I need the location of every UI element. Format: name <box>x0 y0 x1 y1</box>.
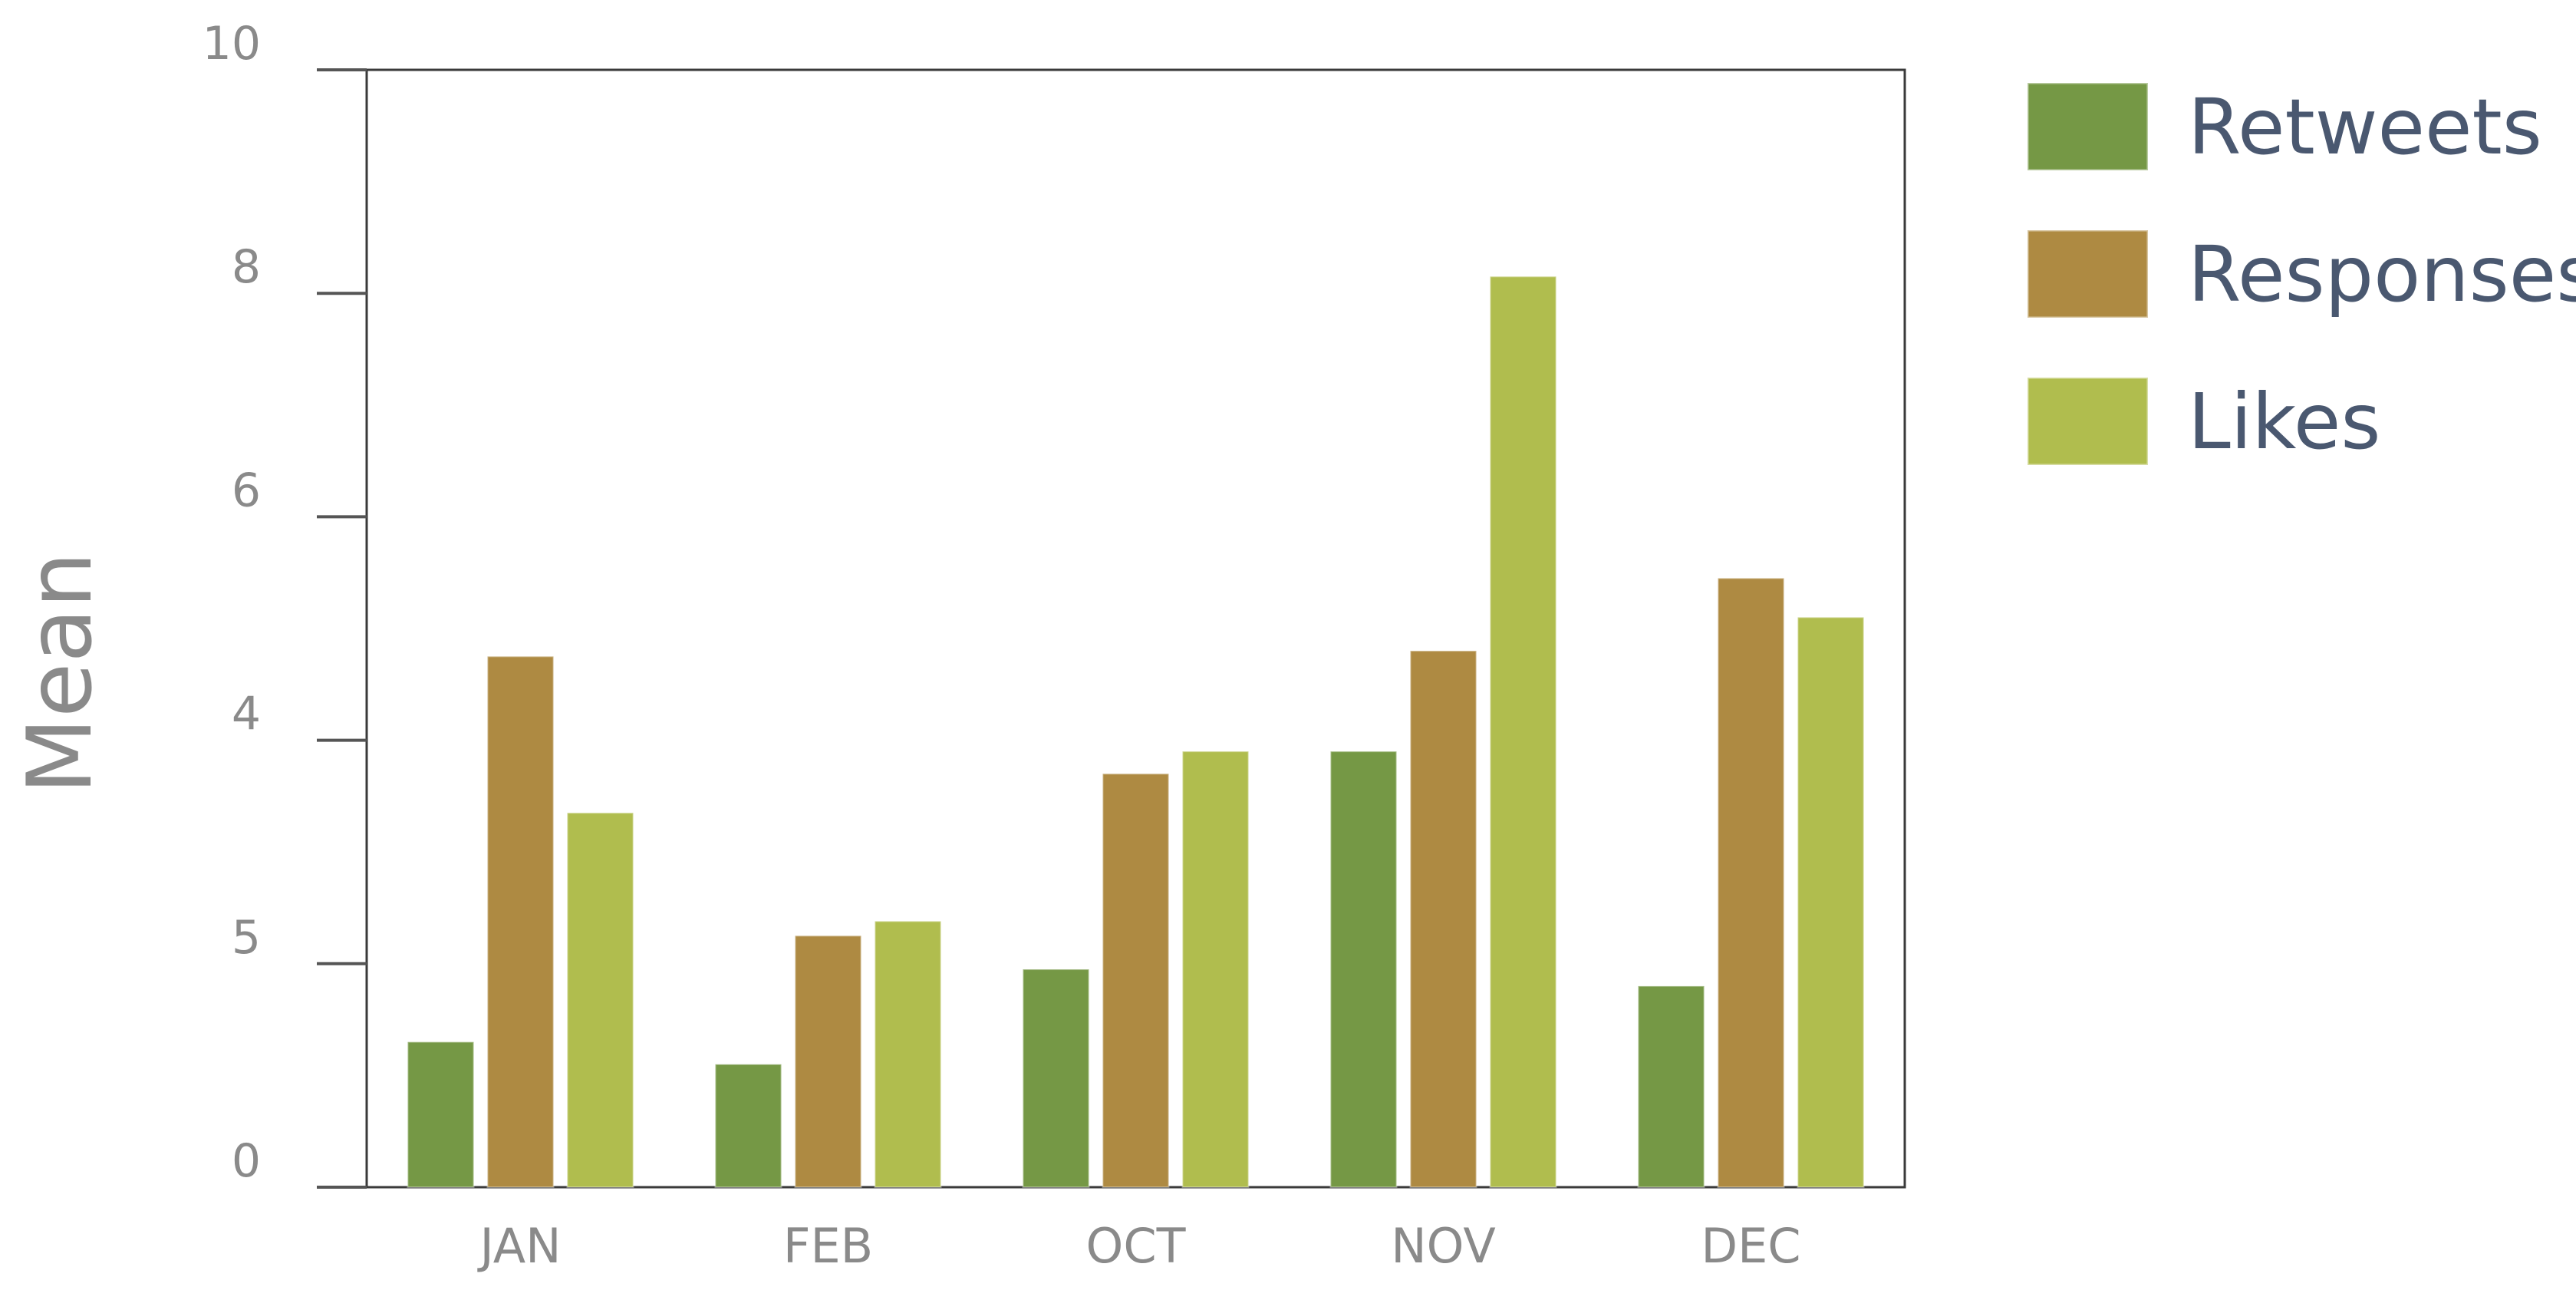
y-tick-label: 10 <box>203 17 261 71</box>
bar-retweets-nov <box>1329 751 1398 1188</box>
y-tick-label: 4 <box>232 688 261 741</box>
bar-likes-oct <box>1181 751 1250 1188</box>
legend-label-responses: Responses <box>2188 229 2576 319</box>
y-tick-label: 0 <box>232 1134 261 1188</box>
bar-likes-feb <box>874 920 942 1189</box>
x-axis: JAN FEB OCT NOV DEC <box>477 1218 1801 1274</box>
bar-likes-nov <box>1489 276 1557 1188</box>
legend-label-retweets: Retweets <box>2188 82 2542 172</box>
bar-likes-jan <box>566 812 634 1188</box>
legend-swatch-retweets <box>2026 81 2149 172</box>
x-tick-label: OCT <box>1086 1218 1187 1274</box>
y-tick-label: 6 <box>232 464 261 517</box>
y-axis: 0 5 4 6 8 10 <box>203 17 367 1189</box>
y-axis-label: Mean <box>8 552 112 794</box>
bar-retweets-dec <box>1637 985 1705 1189</box>
bar-responses-dec <box>1717 577 1785 1188</box>
y-tick-label: 8 <box>232 240 261 294</box>
x-tick-label: FEB <box>783 1218 873 1274</box>
bar-retweets-oct <box>1022 968 1090 1188</box>
x-tick-label: JAN <box>477 1218 562 1274</box>
legend-swatch-likes <box>2026 376 2149 467</box>
x-tick-label: DEC <box>1701 1218 1800 1274</box>
y-tick-label: 5 <box>232 911 261 965</box>
bar-responses-jan <box>486 655 555 1188</box>
bar-responses-nov <box>1409 650 1477 1188</box>
bar-responses-oct <box>1102 773 1170 1188</box>
legend-label-likes: Likes <box>2188 377 2380 467</box>
legend: Retweets Responses Likes <box>2026 81 2576 467</box>
x-tick-label: NOV <box>1391 1218 1496 1274</box>
bar-retweets-feb <box>714 1063 782 1188</box>
legend-swatch-responses <box>2026 229 2149 319</box>
bar-likes-dec <box>1797 616 1865 1188</box>
bars <box>407 276 1865 1189</box>
bar-responses-feb <box>794 935 862 1189</box>
bar-retweets-jan <box>407 1041 475 1188</box>
